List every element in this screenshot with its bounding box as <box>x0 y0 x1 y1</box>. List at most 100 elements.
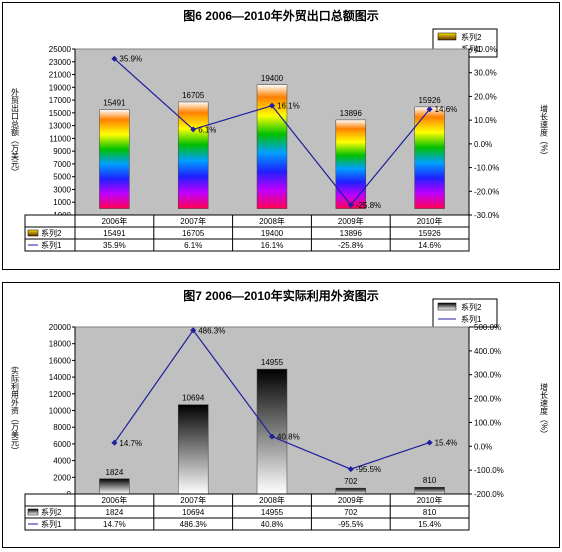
growth-rate-label: 16.1% <box>277 102 300 111</box>
left-axis-tick-label: 20000 <box>49 323 72 332</box>
chart-panel-export: 图6 2006—2010年外贸出口总额图示系列2系列1-100010003000… <box>2 2 560 270</box>
table-value-series1: 14.7% <box>103 520 126 529</box>
left-axis-tick-label: 10000 <box>49 407 72 416</box>
bar-2007年 <box>177 101 209 209</box>
left-axis-tick-label: 5000 <box>53 173 71 182</box>
table-value-series1: 6.1% <box>184 241 202 250</box>
table-header-series2: 系列2 <box>41 228 62 238</box>
left-axis-title: 实际利用外资（万美元） <box>11 366 20 455</box>
bar-value-label: 16705 <box>182 91 205 100</box>
right-axis-title: 增长速度（%） <box>540 382 549 438</box>
right-axis-tick-label: -200.0% <box>474 490 504 499</box>
growth-rate-label: 15.4% <box>435 439 458 448</box>
growth-rate-label: 40.8% <box>277 433 300 442</box>
left-axis-tick-label: 17000 <box>49 96 72 105</box>
bar-2006年 <box>99 478 130 495</box>
growth-rate-label: 14.7% <box>119 439 142 448</box>
growth-rate-point <box>269 102 275 109</box>
bar-value-label: 15926 <box>418 96 441 105</box>
bar-2010年 <box>414 106 445 209</box>
right-axis-tick-label: 20.0% <box>474 92 497 101</box>
chart-title: 图7 2006—2010年实际利用外资图示 <box>183 288 378 303</box>
right-axis-tick-label: 0.0% <box>474 140 492 149</box>
right-axis-tick-label: 40.0% <box>474 45 497 54</box>
table-value-series1: 35.9% <box>103 241 126 250</box>
bar-2007年 <box>177 404 209 495</box>
left-axis-tick-label: 15000 <box>49 109 72 118</box>
right-axis-tick-label: -20.0% <box>474 187 499 196</box>
table-header-series2: 系列2 <box>41 507 62 517</box>
table-value-series2: 810 <box>423 508 437 517</box>
left-axis-tick-label: 21000 <box>49 71 72 80</box>
table-key-series2 <box>27 229 39 237</box>
table-value-series1: -95.5% <box>338 520 363 529</box>
category-label: 2010年 <box>417 216 443 226</box>
left-axis-tick-label: 9000 <box>53 147 71 156</box>
bar-value-label: 15491 <box>103 99 126 108</box>
table-header-series1: 系列1 <box>41 519 62 529</box>
table-value-series1: 14.6% <box>418 241 441 250</box>
growth-rate-point <box>347 466 354 473</box>
growth-rate-point <box>111 55 118 62</box>
growth-rate-point <box>111 439 118 446</box>
legend-label-series2: 系列2 <box>461 302 482 312</box>
right-axis-tick-label: 400.0% <box>474 347 501 356</box>
left-axis-tick-label: 1000 <box>53 198 71 207</box>
growth-rate-point <box>426 106 433 113</box>
table-value-series1: 16.1% <box>261 241 284 250</box>
growth-rate-label: -95.5% <box>356 465 381 474</box>
right-axis-tick-label: -30.0% <box>474 211 499 220</box>
category-label: 2007年 <box>180 495 206 505</box>
growth-rate-label: 14.6% <box>435 105 458 114</box>
legend-swatch-series2 <box>437 32 457 41</box>
table-value-series1: -25.8% <box>338 241 363 250</box>
growth-rate-point <box>426 439 433 446</box>
data-table <box>24 214 470 252</box>
left-axis-tick-label: 14000 <box>49 373 72 382</box>
right-axis-tick-label: 300.0% <box>474 371 501 380</box>
right-axis-tick-label: 200.0% <box>474 395 501 404</box>
chart-foreign-investment: 图7 2006—2010年实际利用外资图示系列2系列10200040006000… <box>11 288 549 531</box>
right-axis-tick-label: -100.0% <box>474 466 504 475</box>
table-value-series1: 15.4% <box>418 520 441 529</box>
growth-rate-point <box>190 126 197 133</box>
growth-rate-label: 35.9% <box>119 55 142 64</box>
right-axis-tick-label: -10.0% <box>474 164 499 173</box>
category-label: 2009年 <box>338 495 364 505</box>
bar-value-label: 13896 <box>340 109 363 118</box>
table-key-series2 <box>27 508 39 516</box>
left-axis-title: 外贸出口总额（万美元） <box>11 87 20 176</box>
category-label: 2006年 <box>102 495 128 505</box>
category-label: 2010年 <box>417 495 443 505</box>
bar-value-label: 810 <box>423 476 437 485</box>
bar-value-label: 19400 <box>261 74 284 83</box>
left-axis-tick-label: 6000 <box>53 440 71 449</box>
table-value-series2: 16705 <box>182 229 205 238</box>
right-axis-tick-label: 100.0% <box>474 418 501 427</box>
bar-2008年 <box>256 368 288 495</box>
table-value-series1: 40.8% <box>261 520 284 529</box>
category-label: 2007年 <box>180 216 206 226</box>
legend-label-series1: 系列1 <box>461 314 482 324</box>
bar-2006年 <box>99 109 130 209</box>
chart-panel-foreign-investment: 图7 2006—2010年实际利用外资图示系列2系列10200040006000… <box>2 282 560 548</box>
growth-rate-label: 486.3% <box>198 326 225 335</box>
table-value-series2: 13896 <box>340 229 363 238</box>
table-header-series1: 系列1 <box>41 240 62 250</box>
table-value-series2: 15491 <box>103 229 126 238</box>
chart-export-total: 图6 2006—2010年外贸出口总额图示系列2系列1-100010003000… <box>11 8 549 252</box>
category-label: 2006年 <box>102 216 128 226</box>
left-axis-tick-label: 2000 <box>53 473 71 482</box>
left-axis-tick-label: 23000 <box>49 58 72 67</box>
growth-rate-label: -25.8% <box>356 201 381 210</box>
growth-rate-point <box>190 327 197 334</box>
bar-value-label: 1824 <box>106 468 124 477</box>
category-label: 2008年 <box>259 495 285 505</box>
legend-swatch-series2 <box>437 302 457 311</box>
left-axis-tick-label: 3000 <box>53 185 71 194</box>
right-axis-tick-label: 10.0% <box>474 116 497 125</box>
bar-2009年 <box>335 119 367 209</box>
growth-rate-label: 6.1% <box>198 125 216 134</box>
table-value-series1: 486.3% <box>180 520 207 529</box>
left-axis-tick-label: 19000 <box>49 83 72 92</box>
